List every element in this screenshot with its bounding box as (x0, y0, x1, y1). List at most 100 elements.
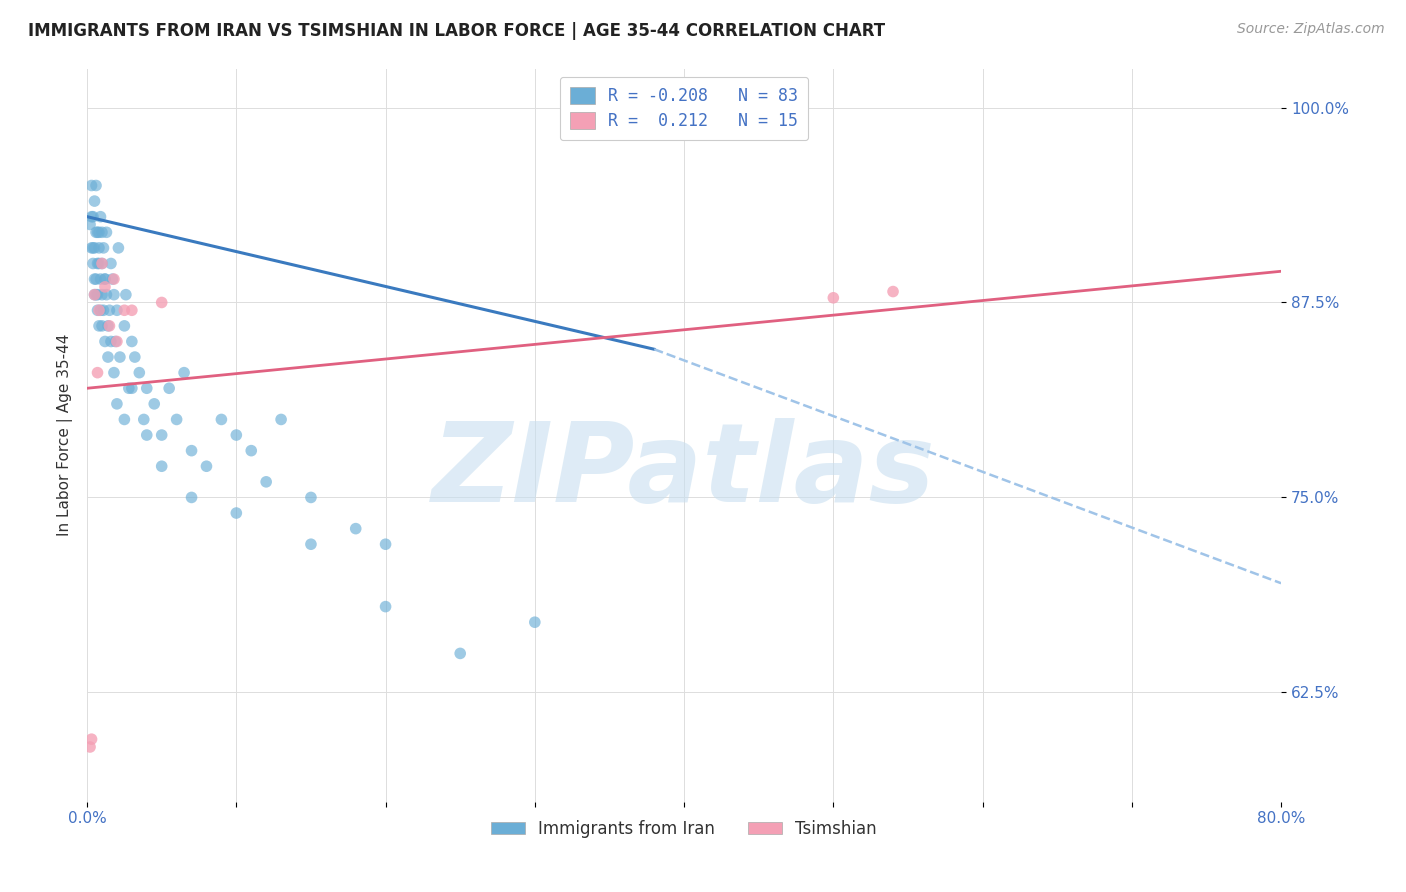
Point (97, 318, 120, 333)
Point (121, 381, 143, 395)
Point (98, 318, 121, 333)
Point (94, 280, 117, 294)
Point (100, 334, 122, 349)
Point (82, 256, 104, 270)
Point (98, 303, 121, 318)
Point (882, 285, 904, 299)
Point (150, 459, 173, 474)
Point (112, 412, 135, 426)
Point (225, 428, 247, 442)
Point (118, 381, 141, 395)
Point (84, 178, 107, 193)
Point (374, 537, 396, 551)
Point (150, 295, 173, 310)
Point (96, 225, 118, 239)
Text: IMMIGRANTS FROM IRAN VS TSIMSHIAN IN LABOR FORCE | AGE 35-44 CORRELATION CHART: IMMIGRANTS FROM IRAN VS TSIMSHIAN IN LAB… (28, 22, 886, 40)
Point (94, 272, 117, 286)
Point (143, 397, 166, 411)
Point (104, 334, 127, 349)
Point (105, 303, 128, 318)
Point (91, 256, 114, 270)
Point (86, 256, 108, 270)
Point (91, 256, 114, 270)
Point (83, 287, 105, 301)
Point (270, 412, 292, 426)
Point (91, 225, 114, 239)
Point (121, 303, 143, 318)
Point (87, 303, 110, 318)
Point (79, 739, 101, 754)
Text: Source: ZipAtlas.com: Source: ZipAtlas.com (1237, 22, 1385, 37)
Point (128, 366, 150, 380)
Point (180, 443, 202, 458)
Point (82, 241, 104, 255)
Point (124, 350, 146, 364)
Point (103, 272, 125, 286)
Point (523, 615, 546, 630)
Point (83, 241, 105, 255)
Point (87, 256, 110, 270)
Point (86, 366, 108, 380)
Point (823, 291, 845, 305)
Point (87, 318, 110, 333)
Point (79, 218, 101, 232)
Point (108, 350, 131, 364)
Point (166, 412, 188, 426)
Point (87, 225, 110, 239)
Point (87, 241, 110, 255)
Point (84, 272, 107, 286)
Point (89, 303, 111, 318)
Point (112, 318, 135, 333)
Point (80, 210, 103, 224)
Point (94, 334, 117, 349)
Point (132, 412, 155, 426)
Point (86, 287, 108, 301)
Point (135, 428, 157, 442)
Point (86, 225, 108, 239)
Point (157, 381, 180, 395)
Point (112, 303, 135, 318)
Point (94, 272, 117, 286)
Point (103, 287, 125, 301)
Point (83, 287, 105, 301)
Point (299, 491, 322, 505)
Point (103, 366, 125, 380)
Point (80, 178, 103, 193)
Point (83, 194, 105, 208)
Point (80, 732, 103, 747)
Text: ZIPatlas: ZIPatlas (432, 418, 936, 525)
Point (195, 459, 218, 474)
Point (105, 397, 128, 411)
Point (449, 647, 471, 661)
Point (240, 443, 263, 458)
Point (84, 287, 107, 301)
Point (84, 225, 107, 239)
Point (83, 272, 105, 286)
Y-axis label: In Labor Force | Age 35-44: In Labor Force | Age 35-44 (58, 334, 73, 536)
Point (225, 506, 247, 520)
Legend: Immigrants from Iran, Tsimshian: Immigrants from Iran, Tsimshian (485, 814, 883, 845)
Point (209, 412, 232, 426)
Point (173, 366, 195, 380)
Point (86, 303, 108, 318)
Point (180, 491, 202, 505)
Point (299, 537, 322, 551)
Point (93, 303, 115, 318)
Point (100, 256, 122, 270)
Point (101, 272, 124, 286)
Point (374, 599, 396, 614)
Point (150, 428, 173, 442)
Point (115, 287, 138, 301)
Point (96, 287, 118, 301)
Point (97, 350, 120, 364)
Point (93, 241, 115, 255)
Point (82, 210, 104, 224)
Point (80, 241, 103, 255)
Point (89, 272, 111, 286)
Point (89, 210, 111, 224)
Point (121, 334, 143, 349)
Point (344, 522, 367, 536)
Point (91, 287, 114, 301)
Point (91, 318, 114, 333)
Point (254, 475, 277, 489)
